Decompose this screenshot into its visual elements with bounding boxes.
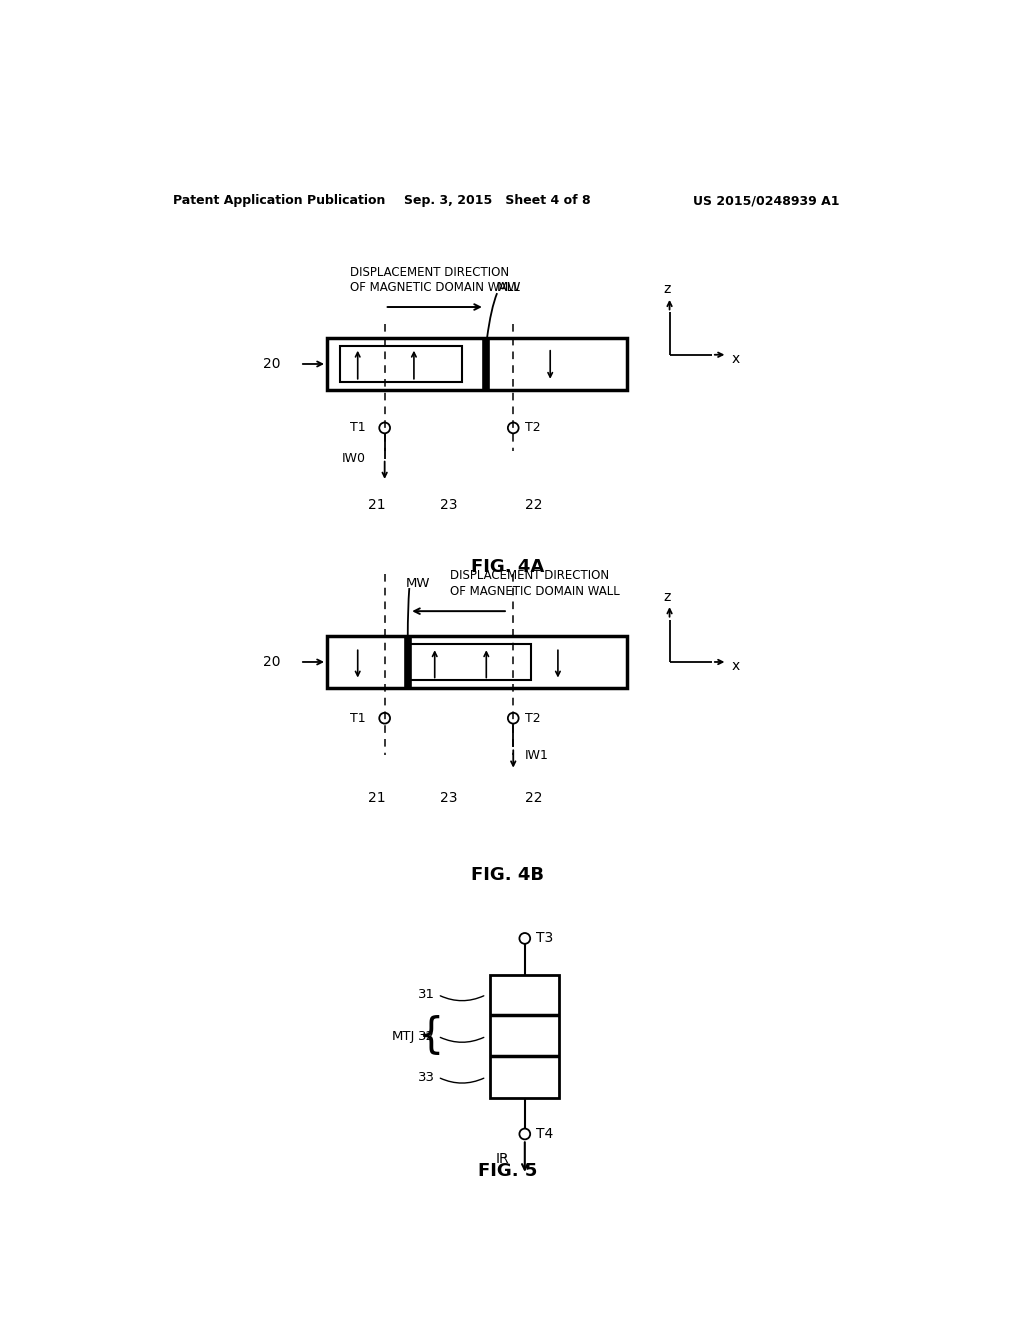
Text: T3: T3: [537, 932, 554, 945]
Bar: [490, 974, 559, 1098]
Text: 20: 20: [263, 655, 281, 669]
Text: 32: 32: [418, 1030, 435, 1043]
Text: T4: T4: [537, 1127, 554, 1140]
Bar: [327, 338, 628, 391]
Text: 22: 22: [524, 498, 543, 512]
Text: MW: MW: [497, 281, 521, 294]
Text: {: {: [418, 1015, 444, 1057]
Text: DISPLACEMENT DIRECTION: DISPLACEMENT DIRECTION: [350, 265, 509, 279]
Text: 23: 23: [440, 498, 458, 512]
Text: 23: 23: [440, 791, 458, 804]
Text: 20: 20: [263, 356, 281, 371]
Text: FIG. 5: FIG. 5: [478, 1162, 538, 1180]
Text: z: z: [664, 282, 671, 296]
Text: DISPLACEMENT DIRECTION: DISPLACEMENT DIRECTION: [451, 569, 609, 582]
Text: T1: T1: [350, 711, 366, 725]
Bar: [327, 636, 628, 688]
Text: FIG. 4A: FIG. 4A: [471, 557, 545, 576]
Text: Sep. 3, 2015   Sheet 4 of 8: Sep. 3, 2015 Sheet 4 of 8: [403, 194, 591, 207]
Text: x: x: [731, 351, 739, 366]
Bar: [410, 644, 531, 681]
Text: IR: IR: [496, 1152, 509, 1167]
Text: IW0: IW0: [341, 453, 366, 465]
Text: US 2015/0248939 A1: US 2015/0248939 A1: [692, 194, 839, 207]
Text: T2: T2: [524, 711, 541, 725]
Text: x: x: [731, 659, 739, 673]
Text: 21: 21: [369, 498, 386, 512]
Text: OF MAGNETIC DOMAIN WALL: OF MAGNETIC DOMAIN WALL: [350, 281, 520, 294]
Text: MW: MW: [407, 577, 431, 590]
Text: z: z: [664, 590, 671, 603]
Text: T2: T2: [524, 421, 541, 434]
Text: 33: 33: [418, 1071, 435, 1084]
Bar: [340, 346, 462, 383]
Text: IW1: IW1: [524, 748, 549, 762]
Text: Patent Application Publication: Patent Application Publication: [173, 194, 385, 207]
Text: FIG. 4B: FIG. 4B: [471, 866, 545, 883]
Text: 31: 31: [418, 989, 435, 1001]
Text: 22: 22: [524, 791, 543, 804]
Text: 21: 21: [369, 791, 386, 804]
Text: T1: T1: [350, 421, 366, 434]
Text: MTJ: MTJ: [391, 1030, 415, 1043]
Text: OF MAGNETIC DOMAIN WALL: OF MAGNETIC DOMAIN WALL: [451, 585, 620, 598]
